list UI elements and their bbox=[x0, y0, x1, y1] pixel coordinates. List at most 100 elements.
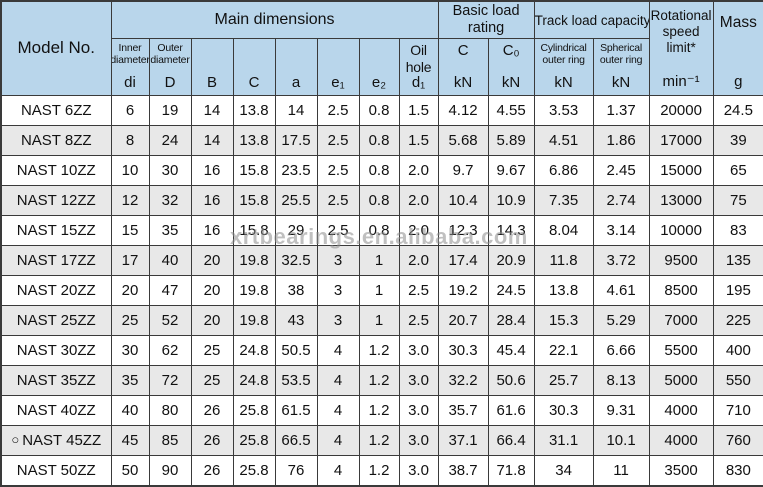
table-row: NAST 6ZZ 6 19 14 13.8 14 2.5 0.8 1.5 4.12 4.55 3.53… bbox=[0, 94, 763, 126]
value-cell: 6.86 bbox=[533, 154, 594, 186]
value-cell: 5000 bbox=[648, 364, 714, 396]
table-body: NAST 6ZZ 6 19 14 13.8 14 2.5 0.8 1.5 4.12 4.55 3.53… bbox=[0, 94, 763, 487]
model-cell: NAST 20ZZ bbox=[0, 274, 112, 306]
value-cell: 2.5 bbox=[316, 94, 360, 126]
value-cell: 8.13 bbox=[592, 364, 650, 396]
value-cell: 2.5 bbox=[316, 124, 360, 156]
value-cell: 30.3 bbox=[437, 334, 489, 366]
table-row: NAST 30ZZ 30 62 25 24.8 50.5 4 1.2 3.0 30.3 45.4 22… bbox=[0, 334, 763, 366]
value-cell: 24.8 bbox=[232, 364, 276, 396]
value-cell: 15.3 bbox=[533, 304, 594, 336]
rotational-speed-limit-label: Rotational speed limit* bbox=[650, 8, 712, 56]
header-col-a: a bbox=[274, 38, 318, 96]
value-cell: 13000 bbox=[648, 184, 714, 216]
header-col-oil-hole: Oil hole d₁ bbox=[398, 38, 439, 96]
value-cell: 47 bbox=[148, 274, 192, 306]
value-cell: 1.37 bbox=[592, 94, 650, 126]
value-cell: 65 bbox=[712, 154, 763, 186]
value-cell: 38.7 bbox=[437, 454, 489, 487]
value-cell: 7.35 bbox=[533, 184, 594, 216]
value-cell: 14 bbox=[190, 94, 234, 126]
value-cell: 15 bbox=[110, 214, 150, 246]
value-cell: 10000 bbox=[648, 214, 714, 246]
value-cell: 6.66 bbox=[592, 334, 650, 366]
value-cell: 19.8 bbox=[232, 274, 276, 306]
value-cell: 195 bbox=[712, 274, 763, 306]
model-cell: NAST 6ZZ bbox=[0, 94, 112, 126]
value-cell: 760 bbox=[712, 424, 763, 456]
value-cell: 4.55 bbox=[487, 94, 535, 126]
value-cell: 16 bbox=[190, 184, 234, 216]
value-cell: 17.4 bbox=[437, 244, 489, 276]
value-cell: 32 bbox=[148, 184, 192, 216]
value-cell: 0.8 bbox=[358, 214, 400, 246]
header-col-cylindrical-outer-ring: Cylindrical outer ring kN bbox=[533, 38, 594, 96]
value-cell: 2.0 bbox=[398, 154, 439, 186]
value-cell: 1.2 bbox=[358, 364, 400, 396]
value-cell: 1.2 bbox=[358, 394, 400, 426]
value-cell: 50 bbox=[110, 454, 150, 487]
value-cell: 20 bbox=[190, 274, 234, 306]
value-cell: 1.2 bbox=[358, 424, 400, 456]
value-cell: 53.5 bbox=[274, 364, 318, 396]
value-cell: 19 bbox=[148, 94, 192, 126]
model-cell: NAST 8ZZ bbox=[0, 124, 112, 156]
value-cell: 8500 bbox=[648, 274, 714, 306]
value-cell: 26 bbox=[190, 424, 234, 456]
value-cell: 3.0 bbox=[398, 364, 439, 396]
header-col-e2: e₂ bbox=[358, 38, 400, 96]
value-cell: 35.7 bbox=[437, 394, 489, 426]
subheader-row: Inner diameter di Outer diameter D B C a e… bbox=[1, 38, 763, 96]
model-name: NAST 30ZZ bbox=[16, 341, 96, 359]
value-cell: 6 bbox=[110, 94, 150, 126]
value-cell: 5.29 bbox=[592, 304, 650, 336]
value-cell: 20 bbox=[110, 274, 150, 306]
value-cell: 0.8 bbox=[358, 94, 400, 126]
model-name: NAST 8ZZ bbox=[20, 131, 92, 149]
value-cell: 8.04 bbox=[533, 214, 594, 246]
value-cell: 0.8 bbox=[358, 184, 400, 216]
mass-label: Mass bbox=[719, 14, 757, 31]
value-cell: 19.2 bbox=[437, 274, 489, 306]
value-cell: 11 bbox=[592, 454, 650, 487]
value-cell: 3.0 bbox=[398, 424, 439, 456]
value-cell: 25 bbox=[110, 304, 150, 336]
value-cell: 80 bbox=[148, 394, 192, 426]
value-cell: 830 bbox=[712, 454, 763, 487]
table-row: NAST 20ZZ 20 47 20 19.8 38 3 1 2.5 19.2 24.5 13.8 4.… bbox=[0, 274, 763, 306]
value-cell: 4 bbox=[316, 364, 360, 396]
value-cell: 2.0 bbox=[398, 244, 439, 276]
value-cell: 35 bbox=[148, 214, 192, 246]
value-cell: 16 bbox=[190, 214, 234, 246]
value-cell: 225 bbox=[712, 304, 763, 336]
value-cell: 25.5 bbox=[274, 184, 318, 216]
value-cell: 1.2 bbox=[358, 454, 400, 487]
value-cell: 2.45 bbox=[592, 154, 650, 186]
value-cell: 1 bbox=[358, 304, 400, 336]
value-cell: 2.5 bbox=[316, 154, 360, 186]
value-cell: 5500 bbox=[648, 334, 714, 366]
value-cell: 26 bbox=[190, 454, 234, 487]
value-cell: 13.8 bbox=[232, 94, 276, 126]
value-cell: 1.5 bbox=[398, 94, 439, 126]
header-col-c: C bbox=[232, 38, 276, 96]
value-cell: 66.5 bbox=[274, 424, 318, 456]
value-cell: 5.89 bbox=[487, 124, 535, 156]
table-row: ○ NAST 45ZZ 45 85 26 25.8 66.5 4 1.2 3.0 37.1 66.4 3… bbox=[0, 424, 763, 456]
value-cell: 23.5 bbox=[274, 154, 318, 186]
value-cell: 25.8 bbox=[232, 454, 276, 487]
model-name: NAST 25ZZ bbox=[16, 311, 96, 329]
value-cell: 8 bbox=[110, 124, 150, 156]
value-cell: 20 bbox=[190, 304, 234, 336]
value-cell: 15000 bbox=[648, 154, 714, 186]
header-col-inner-diameter: Inner diameter di bbox=[110, 38, 150, 96]
value-cell: 61.6 bbox=[487, 394, 535, 426]
value-cell: 3.0 bbox=[398, 394, 439, 426]
value-cell: 15.8 bbox=[232, 154, 276, 186]
table-row: NAST 35ZZ 35 72 25 24.8 53.5 4 1.2 3.0 32.2 50.6 25… bbox=[0, 364, 763, 396]
value-cell: 14 bbox=[190, 124, 234, 156]
value-cell: 1.5 bbox=[398, 124, 439, 156]
value-cell: 50.6 bbox=[487, 364, 535, 396]
value-cell: 4 bbox=[316, 454, 360, 487]
